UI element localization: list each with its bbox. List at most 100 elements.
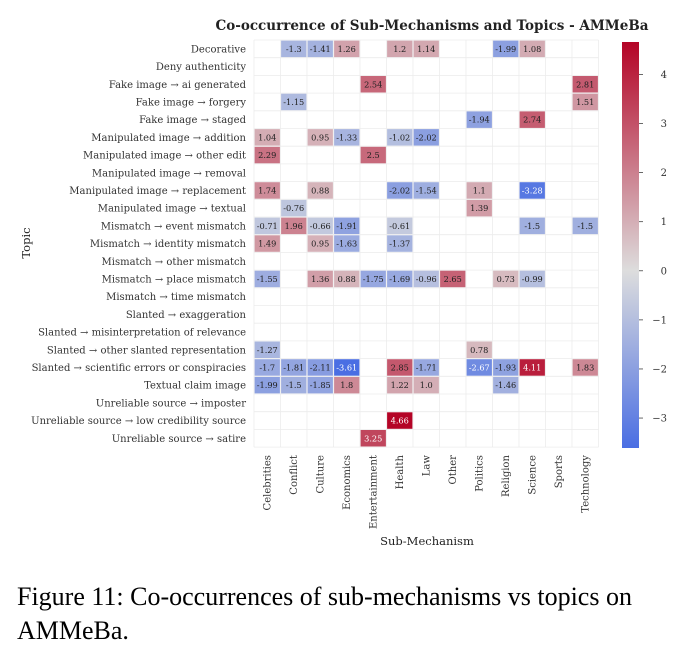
column-label: Technology — [580, 455, 591, 513]
heatmap-cell — [254, 270, 280, 288]
heatmap-cell — [387, 182, 413, 199]
heatmap-cell — [281, 93, 307, 111]
heatmap-cell — [519, 270, 545, 288]
column-labels: Celebrities Conflict Culture Economics Enter… — [262, 455, 591, 529]
row-labels: Decorative Deny authenticity Fake image → … — [31, 44, 246, 444]
cell-value-label: -0.76 — [283, 203, 304, 213]
cell-value-label: -1.46 — [495, 380, 516, 390]
column-label: Entertainment — [368, 455, 379, 529]
cell-value-label: -1.55 — [257, 274, 278, 284]
row-label: Mismatch → time mismatch — [106, 292, 246, 303]
column-label: Other — [448, 455, 459, 485]
cell-value-label: 0.78 — [470, 345, 488, 355]
heatmap-cell — [254, 341, 280, 358]
column-label: Health — [395, 455, 406, 490]
heatmap-cell — [254, 217, 280, 235]
cell-value-label: -1.54 — [416, 185, 437, 195]
cell-value-label: 2.65 — [444, 274, 462, 284]
cell-value-label: 2.5 — [367, 150, 380, 160]
heatmap-cell — [466, 182, 492, 199]
heatmap-cell — [281, 359, 307, 376]
row-label: Slanted → scientific errors or conspirac… — [32, 363, 246, 374]
heatmap-cell — [519, 111, 545, 128]
cell-value-label: 1.2 — [393, 44, 406, 54]
x-axis-label: Sub-Mechanism — [380, 534, 474, 548]
heatmap-cell — [281, 199, 307, 217]
row-label: Manipulated image → other edit — [83, 151, 246, 162]
heatmap-cell — [519, 359, 545, 376]
cell-value-label: 1.49 — [258, 239, 276, 249]
row-label: Textual claim image — [144, 381, 246, 392]
cell-value-label: -1.27 — [257, 345, 278, 355]
heatmap-cell — [254, 146, 280, 164]
row-label: Unreliable source → low credibility sour… — [31, 416, 246, 427]
row-label: Manipulated image → replacement — [69, 186, 246, 197]
colorbar — [622, 42, 639, 448]
cell-value-label: 1.39 — [470, 203, 488, 213]
cell-value-label: -1.91 — [336, 221, 357, 231]
heatmap-cell — [440, 270, 466, 288]
colorbar-tick-label: −1 — [652, 315, 667, 326]
cell-value-label: -0.96 — [416, 274, 437, 284]
heatmap-cell — [387, 412, 413, 429]
heatmap-cell — [334, 376, 360, 394]
heatmap-cell — [360, 76, 386, 93]
row-label: Fake image → staged — [139, 115, 247, 126]
cell-value-label: 4.66 — [391, 416, 409, 426]
colorbar-tick-label: −3 — [652, 414, 667, 425]
row-label: Fake image → forgery — [136, 97, 247, 108]
cell-value-label: -1.81 — [283, 362, 304, 372]
cell-value-label: -1.75 — [363, 274, 384, 284]
row-label: Manipulated image → textual — [98, 204, 246, 215]
heatmap-cell — [334, 270, 360, 288]
heatmap-cell — [281, 376, 307, 394]
heatmap-cell — [493, 270, 519, 288]
heatmap-cell — [466, 359, 492, 376]
row-label: Mismatch → place mismatch — [102, 274, 247, 285]
cell-value-label: 0.95 — [311, 239, 329, 249]
cell-value-label: 1.22 — [391, 380, 409, 390]
heatmap-cell — [281, 217, 307, 235]
cell-value-label: -1.37 — [389, 239, 410, 249]
cell-value-label: -1.7 — [259, 362, 275, 372]
cell-value-label: -1.85 — [310, 380, 331, 390]
heatmap-cell — [466, 341, 492, 358]
row-label: Deny authenticity — [156, 62, 246, 73]
cell-value-label: 1.36 — [311, 274, 329, 284]
cell-value-label: -1.71 — [416, 362, 437, 372]
heatmap-cell — [254, 129, 280, 146]
column-label: Law — [421, 455, 432, 477]
row-label: Fake image → ai generated — [109, 80, 247, 91]
heatmap-cell — [334, 40, 360, 58]
heatmap-cell — [572, 93, 598, 111]
column-label: Economics — [342, 455, 353, 510]
heatmap-cell — [466, 111, 492, 128]
heatmap-cell — [307, 359, 333, 376]
column-label: Science — [527, 455, 538, 495]
cell-value-label: -1.99 — [257, 380, 278, 390]
column-label: Sports — [554, 455, 565, 488]
cell-value-label: 1.51 — [576, 97, 594, 107]
row-label: Slanted → other slanted representation — [47, 345, 247, 356]
cell-value-label: 2.85 — [391, 362, 409, 372]
row-label: Mismatch → event mismatch — [101, 221, 247, 232]
colorbar-tick-label: 4 — [661, 70, 667, 81]
heatmap-cell — [307, 217, 333, 235]
row-label: Manipulated image → removal — [92, 168, 246, 179]
cell-value-label: 2.81 — [576, 79, 594, 89]
colorbar-tick-label: 2 — [661, 168, 667, 179]
chart-title: Co-occurrence of Sub-Mechanisms and Topi… — [215, 18, 648, 34]
heatmap-cell — [387, 235, 413, 252]
row-label: Mismatch → identity mismatch — [90, 239, 247, 250]
cell-value-label: 0.88 — [338, 274, 356, 284]
colorbar-tick-label: −2 — [652, 364, 667, 375]
heatmap-cell — [360, 146, 386, 164]
cell-value-label: -1.63 — [336, 239, 357, 249]
heatmap-cell — [334, 129, 360, 146]
heatmap-cell — [413, 376, 439, 394]
cell-value-label: 1.14 — [417, 44, 435, 54]
column-label: Politics — [474, 455, 485, 492]
heatmap-cell — [360, 270, 386, 288]
cell-value-label: 1.08 — [523, 44, 541, 54]
heatmap-cell — [413, 40, 439, 58]
